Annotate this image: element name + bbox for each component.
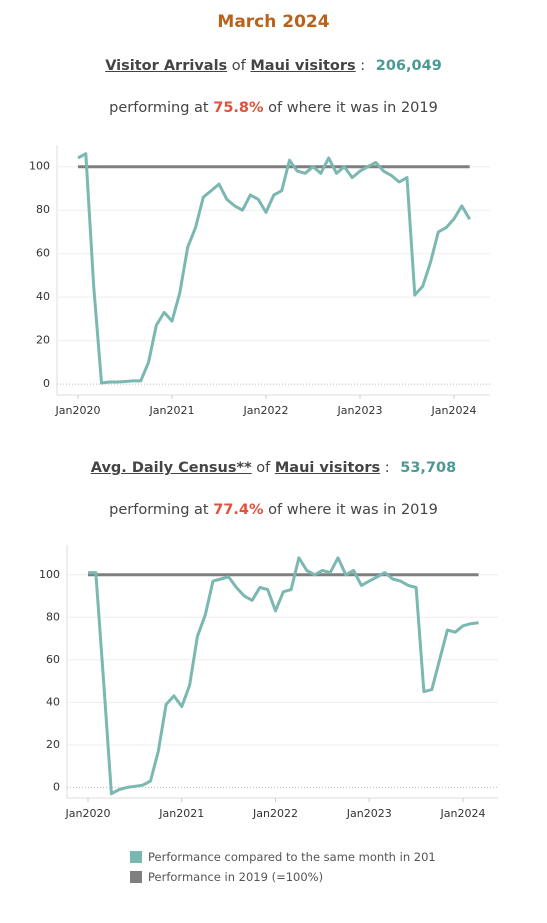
legend-item: Performance compared to the same month i… (130, 850, 436, 864)
y-tick-label: 100 (39, 568, 60, 581)
y-tick-label: 100 (29, 160, 50, 173)
legend-label: Performance in 2019 (=100%) (148, 870, 324, 884)
x-tick-label: Jan2021 (158, 807, 204, 820)
performance: performing at 75.8% of where it was in 2… (0, 100, 547, 116)
series-line (88, 556, 479, 796)
x-tick-label: Jan2021 (149, 404, 195, 417)
of: of (256, 460, 271, 476)
measure: Visitor Arrivals (105, 58, 228, 74)
y-tick-label: 60 (36, 247, 50, 260)
x-tick-label: Jan2020 (55, 404, 101, 417)
y-tick-label: 40 (36, 290, 50, 303)
y-tick-label: 80 (36, 203, 50, 216)
tail: of where it was in 2019 (268, 100, 438, 116)
legend-swatch (130, 851, 142, 863)
x-tick-label: Jan2023 (346, 807, 392, 820)
x-tick-label: Jan2024 (440, 807, 486, 820)
x-tick-label: Jan2022 (252, 807, 298, 820)
percent: 77.4% (213, 502, 264, 518)
percent: 75.8% (213, 100, 264, 116)
legend-swatch (130, 871, 142, 883)
y-tick-label: 60 (46, 653, 60, 666)
tail: of where it was in 2019 (268, 502, 438, 518)
y-tick-label: 80 (46, 610, 60, 623)
headline: Avg. Daily Census** of Maui visitors : 5… (0, 460, 547, 476)
y-tick-label: 20 (46, 738, 60, 751)
x-tick-label: Jan2023 (337, 404, 383, 417)
x-tick-label: Jan2024 (431, 404, 477, 417)
legend-label: Performance compared to the same month i… (148, 850, 436, 864)
total: 53,708 (400, 460, 457, 476)
group: Maui visitors (250, 58, 356, 74)
headline: Visitor Arrivals of Maui visitors : 206,… (0, 58, 547, 74)
group: Maui visitors (274, 460, 381, 476)
y-tick-label: 0 (43, 377, 50, 390)
dashboard-title: March 2024 (217, 12, 330, 32)
y-tick-label: 40 (46, 695, 60, 708)
y-tick-label: 20 (36, 334, 50, 347)
total: 206,049 (375, 58, 442, 74)
y-tick-label: 0 (53, 780, 60, 793)
series-line (77, 152, 471, 385)
of: of (231, 58, 246, 74)
performance: performing at 77.4% of where it was in 2… (0, 502, 547, 518)
x-tick-label: Jan2022 (243, 404, 289, 417)
colon: : (360, 58, 366, 74)
performing: performing at (109, 100, 209, 116)
performing: performing at (109, 502, 209, 518)
measure: Avg. Daily Census** (90, 460, 252, 476)
colon: : (384, 460, 390, 476)
legend-item: Performance in 2019 (=100%) (130, 870, 323, 884)
x-tick-label: Jan2020 (65, 807, 111, 820)
